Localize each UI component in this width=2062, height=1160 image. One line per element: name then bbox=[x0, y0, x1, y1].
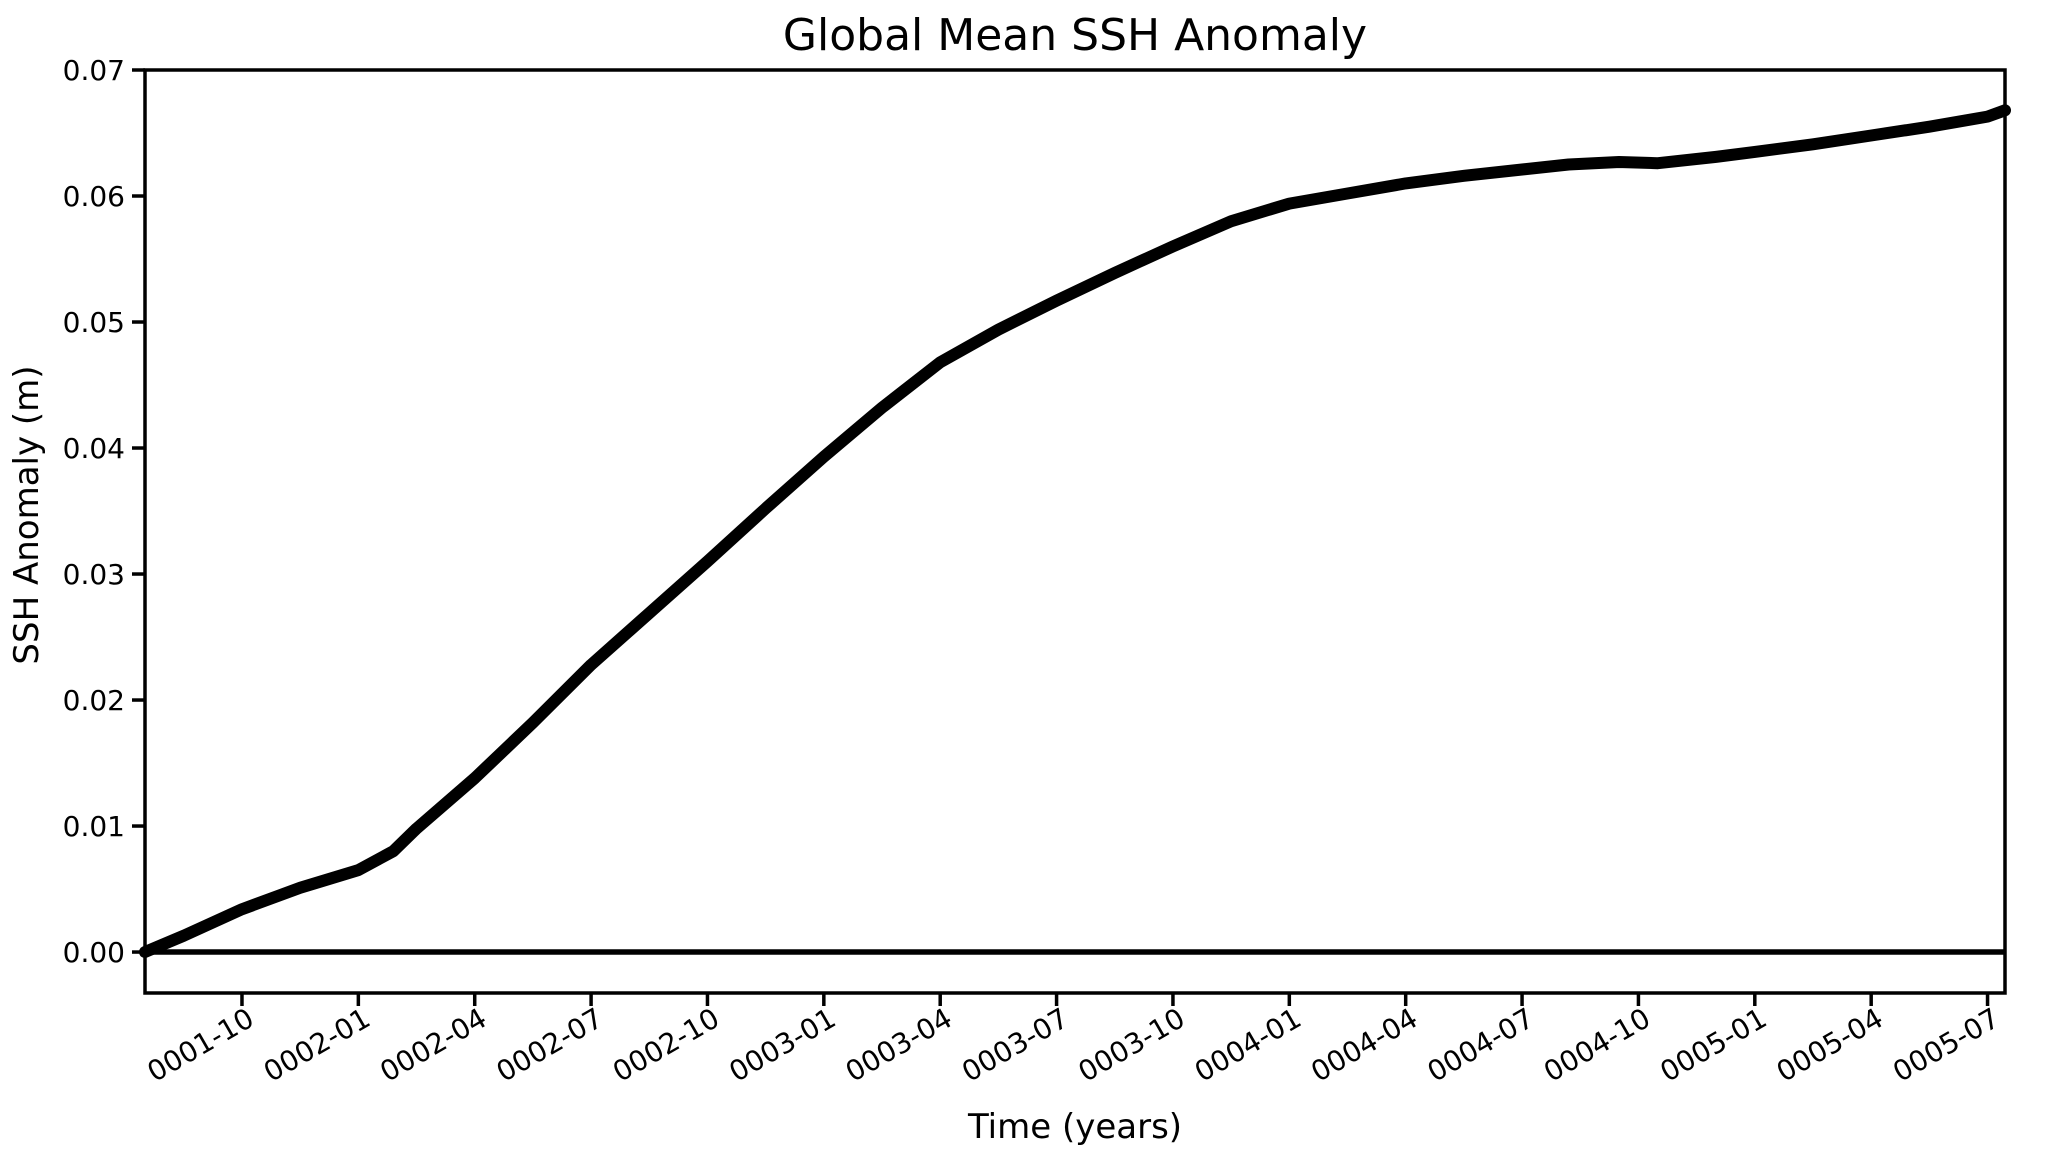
y-tick-label: 0.01 bbox=[63, 810, 125, 843]
x-tick-label: 0004-10 bbox=[1538, 1001, 1656, 1088]
y-tick-label: 0.04 bbox=[63, 432, 125, 465]
x-tick-label: 0005-04 bbox=[1771, 1001, 1889, 1088]
x-tick-label: 0002-04 bbox=[374, 1001, 492, 1088]
x-axis-ticks: 0001-100002-010002-040002-070002-100003-… bbox=[142, 993, 2005, 1089]
y-tick-label: 0.07 bbox=[63, 54, 125, 87]
x-tick-label: 0005-07 bbox=[1887, 1001, 2005, 1088]
x-tick-label: 0002-10 bbox=[607, 1001, 725, 1088]
x-tick-label: 0004-04 bbox=[1305, 1001, 1423, 1088]
x-axis-label: Time (years) bbox=[967, 1107, 1182, 1147]
x-tick-label: 0001-10 bbox=[142, 1001, 260, 1088]
ssh-anomaly-line bbox=[139, 104, 2011, 958]
x-tick-label: 0005-01 bbox=[1654, 1001, 1772, 1088]
y-axis-label: SSH Anomaly (m) bbox=[7, 365, 47, 664]
x-tick-label: 0004-07 bbox=[1422, 1001, 1540, 1088]
y-tick-label: 0.03 bbox=[63, 558, 125, 591]
y-tick-label: 0.05 bbox=[63, 306, 125, 339]
plot-border bbox=[143, 68, 2007, 995]
x-tick-label: 0003-01 bbox=[724, 1001, 842, 1088]
y-tick-label: 0.00 bbox=[63, 936, 125, 969]
x-tick-label: 0003-04 bbox=[840, 1001, 958, 1088]
y-tick-label: 0.02 bbox=[63, 684, 125, 717]
x-tick-label: 0003-07 bbox=[956, 1001, 1074, 1088]
chart-title: Global Mean SSH Anomaly bbox=[783, 10, 1367, 61]
x-tick-label: 0004-01 bbox=[1189, 1001, 1307, 1088]
y-axis-ticks: 0.00 0.01 0.02 0.03 0.04 0.05 0.06 0.07 bbox=[63, 54, 145, 969]
x-tick-label: 0002-01 bbox=[258, 1001, 376, 1088]
y-tick-label: 0.06 bbox=[63, 180, 125, 213]
x-tick-label: 0003-10 bbox=[1073, 1001, 1191, 1088]
x-tick-label: 0002-07 bbox=[491, 1001, 609, 1088]
